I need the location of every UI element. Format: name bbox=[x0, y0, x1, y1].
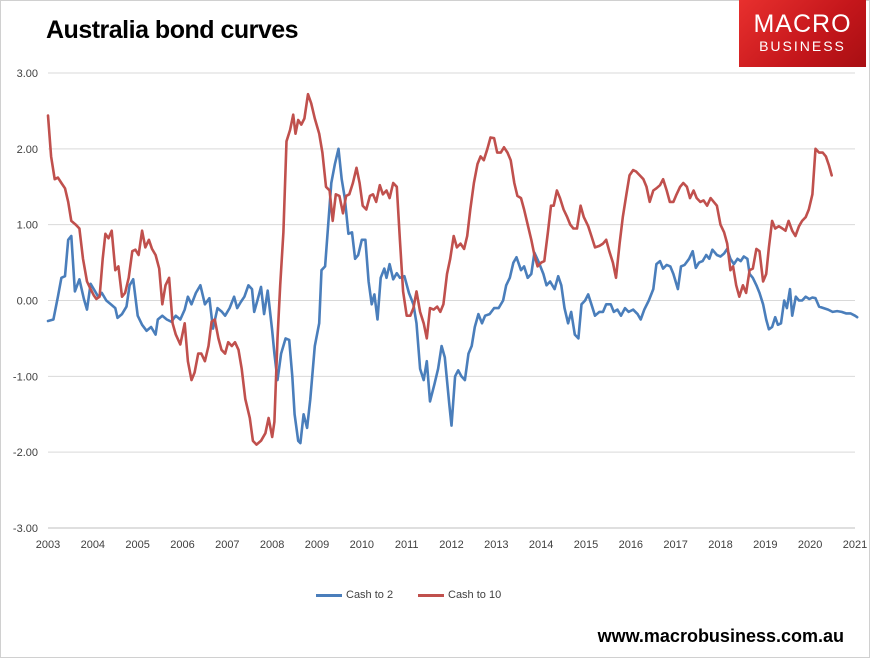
series-line-cash-to-10 bbox=[46, 92, 833, 446]
y-tick-label: -2.00 bbox=[13, 447, 38, 459]
x-tick-label: 2006 bbox=[170, 539, 194, 551]
x-tick-label: 2016 bbox=[619, 539, 643, 551]
x-tick-label: 2017 bbox=[663, 539, 687, 551]
x-tick-label: 2008 bbox=[260, 539, 284, 551]
legend-swatch-cash-to-10 bbox=[418, 593, 444, 597]
y-tick-label: -3.00 bbox=[13, 523, 38, 535]
x-tick-label: 2007 bbox=[215, 539, 239, 551]
chart-title: Australia bond curves bbox=[46, 16, 299, 44]
website-url: www.macrobusiness.com.au bbox=[597, 626, 844, 646]
x-tick-label: 2018 bbox=[708, 539, 732, 551]
x-tick-label: 2011 bbox=[395, 539, 419, 551]
legend-label-cash-to-2: Cash to 2 bbox=[346, 589, 394, 601]
y-tick-label: 0.00 bbox=[17, 296, 38, 308]
x-tick-label: 2021 bbox=[843, 539, 867, 551]
x-tick-label: 2013 bbox=[484, 539, 508, 551]
x-tick-label: 2009 bbox=[305, 539, 329, 551]
x-tick-label: 2014 bbox=[529, 539, 553, 551]
x-tick-label: 2005 bbox=[125, 539, 149, 551]
macrobusiness-logo: MACRO BUSINESS bbox=[739, 0, 866, 67]
x-tick-label: 2015 bbox=[574, 539, 598, 551]
y-tick-label: 1.00 bbox=[17, 220, 38, 232]
y-tick-label: 3.00 bbox=[17, 68, 38, 80]
x-tick-label: 2020 bbox=[798, 539, 822, 551]
legend-item-cash-to-2: Cash to 2 bbox=[316, 589, 393, 601]
y-tick-label: -1.00 bbox=[13, 371, 38, 383]
x-tick-label: 2010 bbox=[350, 539, 374, 551]
x-tick-label: 2003 bbox=[36, 539, 60, 551]
logo-line-1: MACRO bbox=[753, 10, 852, 38]
legend-swatch-cash-to-2 bbox=[316, 593, 342, 597]
legend-label-cash-to-10: Cash to 10 bbox=[448, 589, 502, 601]
x-tick-label: 2004 bbox=[81, 539, 105, 551]
x-tick-label: 2019 bbox=[753, 539, 777, 551]
legend-item-cash-to-10: Cash to 10 bbox=[418, 589, 501, 601]
y-tick-label: 2.00 bbox=[17, 144, 38, 156]
logo-line-2: BUSINESS bbox=[759, 38, 846, 54]
x-tick-label: 2012 bbox=[439, 539, 463, 551]
